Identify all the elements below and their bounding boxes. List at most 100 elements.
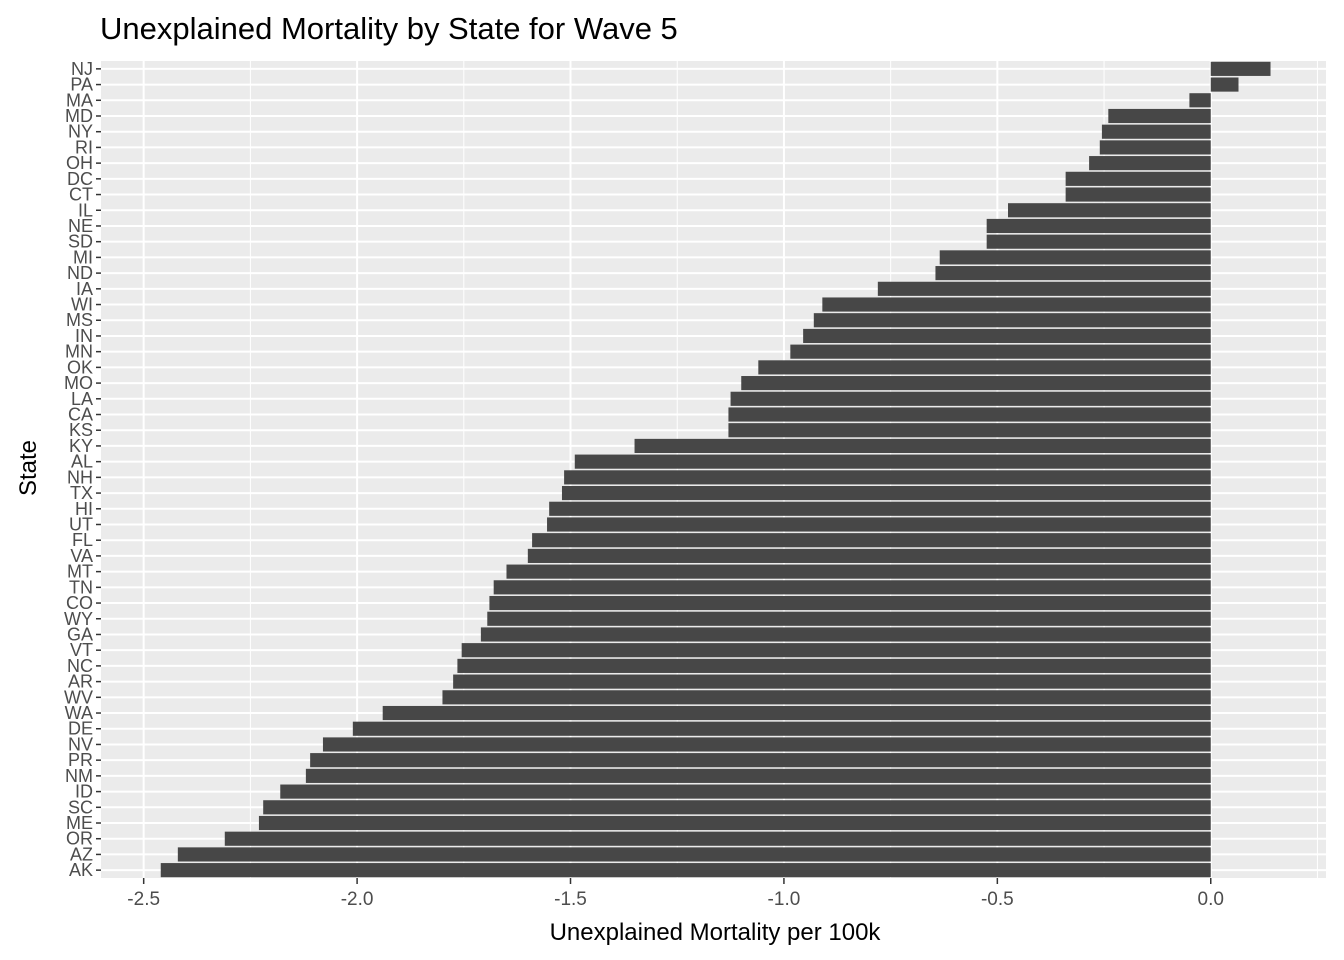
bar-ks	[728, 423, 1211, 438]
y-tick-label: UT	[69, 514, 93, 534]
bar-mt	[506, 564, 1211, 579]
bar-mn	[790, 344, 1211, 359]
bar-ky	[634, 438, 1211, 454]
y-tick-label: RI	[75, 137, 93, 157]
bar-nd	[935, 266, 1211, 281]
y-tick-label: SD	[68, 232, 93, 252]
bars	[160, 61, 1271, 878]
y-tick-label: NE	[68, 216, 93, 236]
bar-sd	[986, 234, 1211, 249]
y-tick-label: AZ	[70, 844, 93, 864]
bar-pr	[310, 753, 1211, 768]
bar-me	[258, 815, 1211, 831]
x-axis: -2.5 -2.0 -1.5 -1.0 -0.5 0.0	[127, 878, 1224, 910]
x-tick-label: -2.5	[127, 889, 160, 910]
bar-mo	[741, 376, 1211, 391]
y-tick-label: MT	[67, 562, 93, 582]
y-tick-label: NH	[67, 467, 93, 487]
y-tick-label: MN	[65, 342, 93, 362]
bar-md	[1108, 108, 1211, 124]
y-tick-label: MA	[66, 90, 93, 110]
bar-vt	[461, 643, 1211, 658]
bar-pa	[1210, 77, 1239, 92]
y-tick-label: ND	[67, 263, 93, 283]
y-tick-label: ID	[75, 782, 93, 802]
bar-fl	[532, 533, 1211, 548]
bar-nh	[564, 470, 1211, 485]
y-tick-label: NM	[65, 766, 93, 786]
y-tick-label: TN	[69, 577, 93, 597]
y-tick-label: CO	[66, 593, 93, 613]
bar-tn	[493, 580, 1211, 595]
y-tick-label: ME	[66, 813, 93, 833]
y-tick-label: LA	[71, 389, 93, 409]
bar-ok	[758, 360, 1211, 375]
bar-nj	[1210, 61, 1271, 76]
bar-wa	[382, 705, 1211, 721]
y-tick-label: WY	[64, 609, 93, 629]
y-tick-label: MD	[65, 106, 93, 126]
y-tick-label: CA	[68, 405, 93, 425]
y-tick-label: WI	[71, 295, 93, 315]
y-tick-label: KY	[69, 436, 93, 456]
y-tick-label: AK	[69, 860, 93, 880]
bar-or	[224, 831, 1211, 846]
bar-ms	[813, 313, 1211, 328]
bar-wv	[442, 690, 1211, 705]
bar-al	[574, 454, 1211, 469]
bar-wi	[822, 297, 1211, 312]
bar-nm	[305, 768, 1211, 783]
x-tick-label: -0.5	[981, 889, 1014, 910]
bar-oh	[1089, 156, 1211, 171]
y-tick-label: GA	[67, 624, 93, 644]
bar-va	[527, 548, 1211, 563]
bar-ma	[1189, 93, 1211, 108]
y-tick-label: NV	[68, 734, 93, 754]
y-tick-label: MS	[66, 310, 93, 330]
y-tick-label: OH	[66, 153, 93, 173]
x-tick-label: 0.0	[1198, 889, 1224, 910]
x-axis-title: Unexplained Mortality per 100k	[550, 919, 882, 946]
y-tick-label: VA	[70, 546, 93, 566]
bar-nc	[457, 658, 1211, 673]
y-tick-label: PR	[68, 750, 93, 770]
chart-title: Unexplained Mortality by State for Wave …	[100, 11, 678, 46]
y-tick-label: WV	[64, 687, 93, 707]
bar-ga	[480, 627, 1211, 642]
bar-in	[803, 328, 1211, 344]
bar-ak	[160, 863, 1211, 878]
y-tick-label: FL	[72, 530, 93, 550]
bar-la	[730, 391, 1211, 406]
bar-de	[352, 721, 1211, 736]
bar-dc	[1065, 171, 1211, 186]
y-tick-label: CT	[69, 185, 93, 205]
grid-minor	[249, 61, 1318, 878]
bar-wy	[487, 611, 1211, 626]
y-axis: NJPAMAMDNYRIOHDCCTILNESDMINDIAWIMSINMNOK…	[64, 59, 101, 880]
x-tick-label: -1.5	[554, 889, 587, 910]
y-tick-label: NY	[68, 122, 93, 142]
y-tick-label: TX	[70, 483, 93, 503]
y-tick-label: AR	[68, 672, 93, 692]
bar-id	[280, 784, 1211, 799]
bar-ne	[986, 218, 1211, 234]
y-tick-label: IA	[76, 279, 93, 299]
y-tick-label: WA	[65, 703, 93, 723]
bar-ct	[1065, 187, 1211, 202]
y-tick-label: MI	[73, 247, 93, 267]
bar-ca	[728, 407, 1211, 422]
y-tick-label: KS	[69, 420, 93, 440]
y-tick-label: NC	[67, 656, 93, 676]
bar-mi	[939, 250, 1211, 265]
y-tick-label: IL	[78, 200, 93, 220]
y-tick-label: MO	[64, 373, 93, 393]
bar-ar	[453, 674, 1211, 689]
y-tick-label: IN	[75, 326, 93, 346]
y-axis-title: State	[15, 440, 42, 496]
bar-sc	[263, 800, 1211, 815]
bar-co	[489, 595, 1211, 611]
y-tick-label: HI	[75, 499, 93, 519]
y-tick-label: OR	[66, 829, 93, 849]
bar-il	[1008, 203, 1211, 218]
